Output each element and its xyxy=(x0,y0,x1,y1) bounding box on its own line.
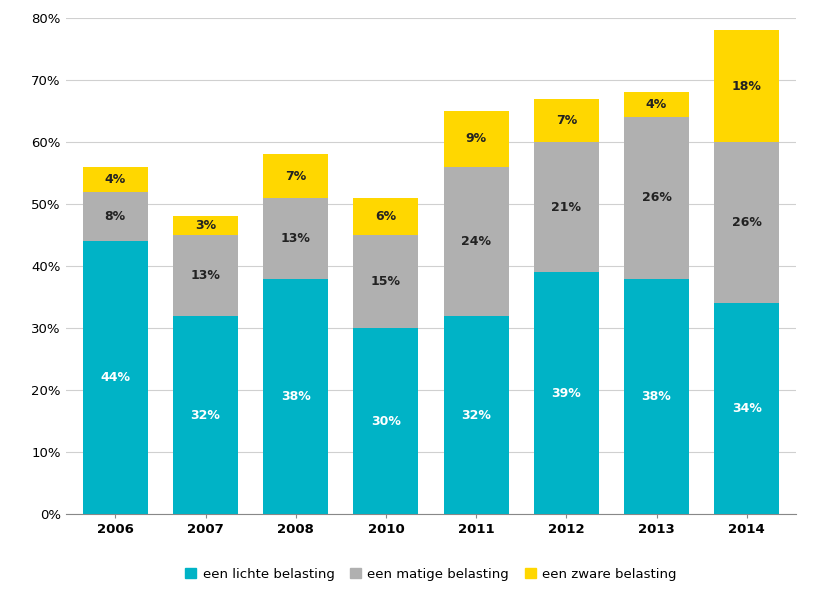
Text: 30%: 30% xyxy=(371,415,401,428)
Bar xyxy=(354,235,419,328)
Bar xyxy=(443,111,508,167)
Bar xyxy=(83,191,148,241)
Text: 38%: 38% xyxy=(642,390,672,403)
Bar xyxy=(264,198,328,279)
Text: 26%: 26% xyxy=(732,216,762,229)
Text: 7%: 7% xyxy=(556,114,577,127)
Bar xyxy=(714,303,779,514)
Text: 13%: 13% xyxy=(190,269,221,282)
Text: 32%: 32% xyxy=(461,408,491,422)
Text: 9%: 9% xyxy=(466,132,487,145)
Text: 44%: 44% xyxy=(100,371,131,385)
Bar xyxy=(173,216,238,235)
Bar xyxy=(443,316,508,514)
Text: 6%: 6% xyxy=(375,210,397,223)
Bar xyxy=(264,279,328,514)
Text: 39%: 39% xyxy=(552,387,581,400)
Bar xyxy=(534,142,599,272)
Bar xyxy=(714,142,779,303)
Bar xyxy=(624,279,689,514)
Bar xyxy=(354,198,419,235)
Bar xyxy=(173,235,238,316)
Text: 24%: 24% xyxy=(461,235,491,248)
Text: 32%: 32% xyxy=(190,408,221,422)
Text: 21%: 21% xyxy=(552,201,581,213)
Text: 8%: 8% xyxy=(105,210,126,223)
Text: 26%: 26% xyxy=(641,191,672,205)
Legend: een lichte belasting, een matige belasting, een zware belasting: een lichte belasting, een matige belasti… xyxy=(181,564,681,585)
Bar xyxy=(534,99,599,142)
Bar xyxy=(534,272,599,514)
Bar xyxy=(443,167,508,316)
Bar xyxy=(264,154,328,198)
Text: 4%: 4% xyxy=(646,98,667,111)
Text: 4%: 4% xyxy=(104,173,126,186)
Text: 15%: 15% xyxy=(371,275,401,288)
Text: 18%: 18% xyxy=(732,80,762,93)
Bar xyxy=(354,328,419,514)
Text: 3%: 3% xyxy=(195,219,216,232)
Text: 7%: 7% xyxy=(285,170,306,182)
Text: 34%: 34% xyxy=(732,402,762,415)
Text: 13%: 13% xyxy=(281,231,310,245)
Bar xyxy=(83,167,148,191)
Text: 38%: 38% xyxy=(281,390,310,403)
Bar xyxy=(624,93,689,117)
Bar xyxy=(173,316,238,514)
Bar xyxy=(714,30,779,142)
Bar xyxy=(83,241,148,514)
Bar xyxy=(624,117,689,279)
